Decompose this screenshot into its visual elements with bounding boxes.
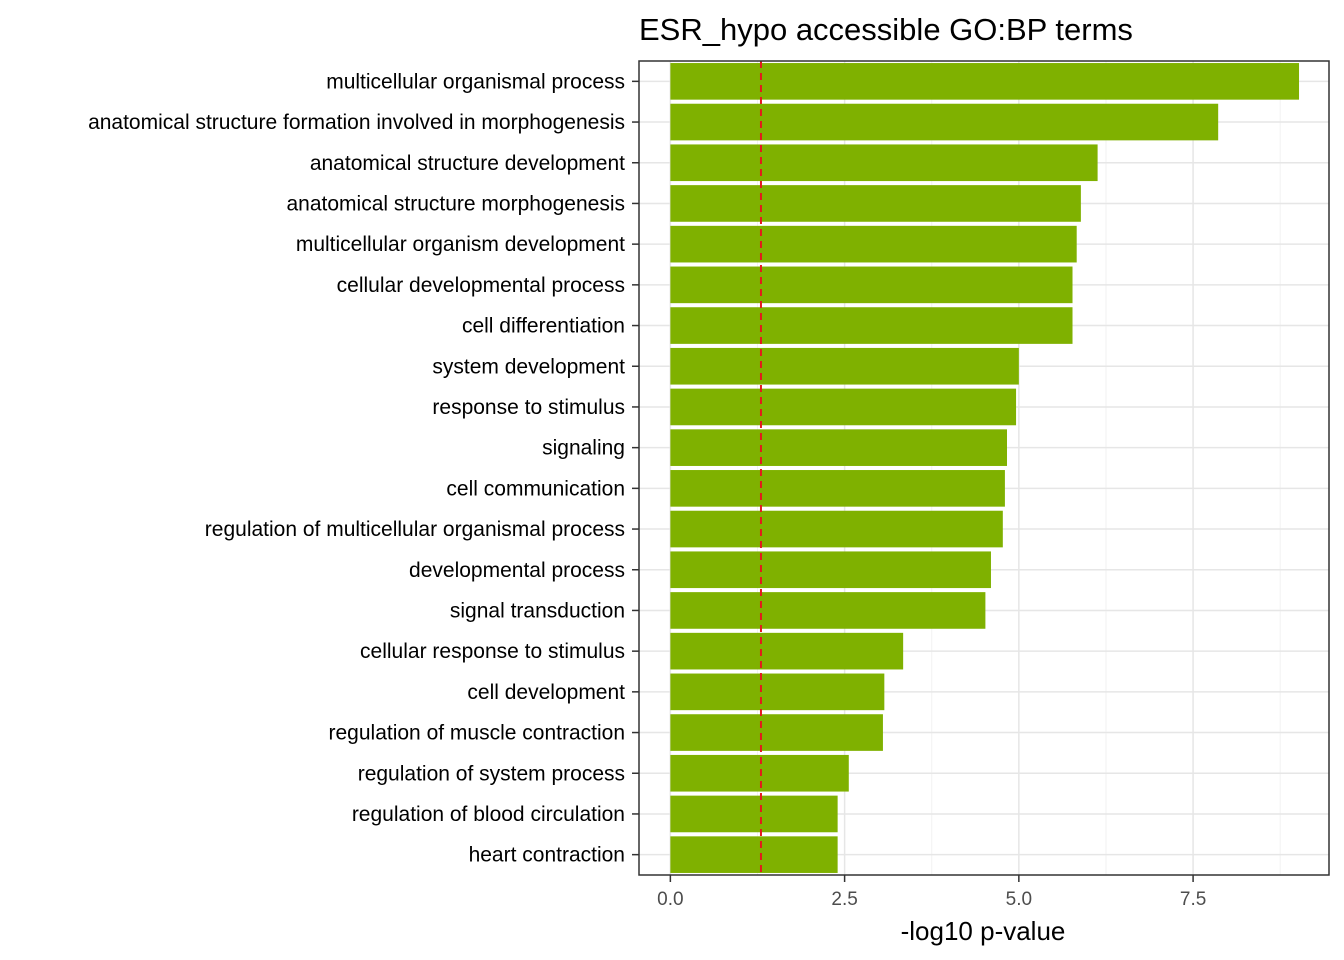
chart-title: ESR_hypo accessible GO:BP terms (639, 12, 1133, 47)
bar (670, 429, 1007, 466)
panel-background (639, 61, 1329, 875)
plot-area: multicellular organismal process anatomic… (88, 60, 1330, 910)
bar (670, 470, 1005, 507)
category-label: signal transduction (450, 599, 625, 622)
panel-border (638, 60, 1330, 876)
bar (670, 63, 1300, 100)
category-label: signaling (542, 437, 625, 460)
category-label: cellular developmental process (337, 274, 625, 297)
bar (670, 551, 991, 589)
x-axis-title: -log10 p-value (901, 916, 1066, 946)
bar (670, 510, 1003, 548)
x-tick-label: 0.0 (657, 889, 683, 910)
bar (670, 795, 838, 833)
category-label: multicellular organismal process (326, 70, 625, 93)
category-label: cell communication (446, 477, 625, 500)
category-label: regulation of blood circulation (352, 803, 625, 826)
bar (670, 714, 883, 751)
bar (670, 632, 904, 670)
bar (670, 103, 1219, 141)
category-label: response to stimulus (432, 396, 625, 419)
category-label: cell differentiation (462, 315, 625, 338)
x-tick-label: 2.5 (831, 889, 857, 910)
category-label: anatomical structure formation involved … (88, 111, 625, 134)
category-label: regulation of multicellular organismal p… (205, 518, 625, 541)
bar (670, 673, 885, 711)
bar (670, 307, 1073, 344)
bar (670, 754, 849, 792)
bar (670, 185, 1081, 222)
category-label: cellular response to stimulus (360, 640, 625, 663)
category-label: heart contraction (469, 844, 625, 867)
bar (670, 266, 1073, 304)
bar (670, 144, 1098, 182)
category-label: regulation of system process (358, 762, 625, 785)
x-tick-label: 5.0 (1006, 889, 1032, 910)
category-label: cell development (467, 681, 625, 704)
category-label: multicellular organism development (296, 233, 625, 256)
category-label: anatomical structure morphogenesis (286, 192, 625, 215)
bar (670, 388, 1017, 426)
category-label: anatomical structure development (310, 152, 625, 175)
category-label: system development (432, 355, 625, 378)
bar (670, 836, 838, 873)
bar (670, 592, 986, 629)
category-label: developmental process (409, 559, 625, 582)
x-tick-label: 7.5 (1180, 889, 1206, 910)
bar (670, 225, 1077, 263)
category-label: regulation of muscle contraction (329, 722, 626, 745)
bar (670, 347, 1019, 385)
